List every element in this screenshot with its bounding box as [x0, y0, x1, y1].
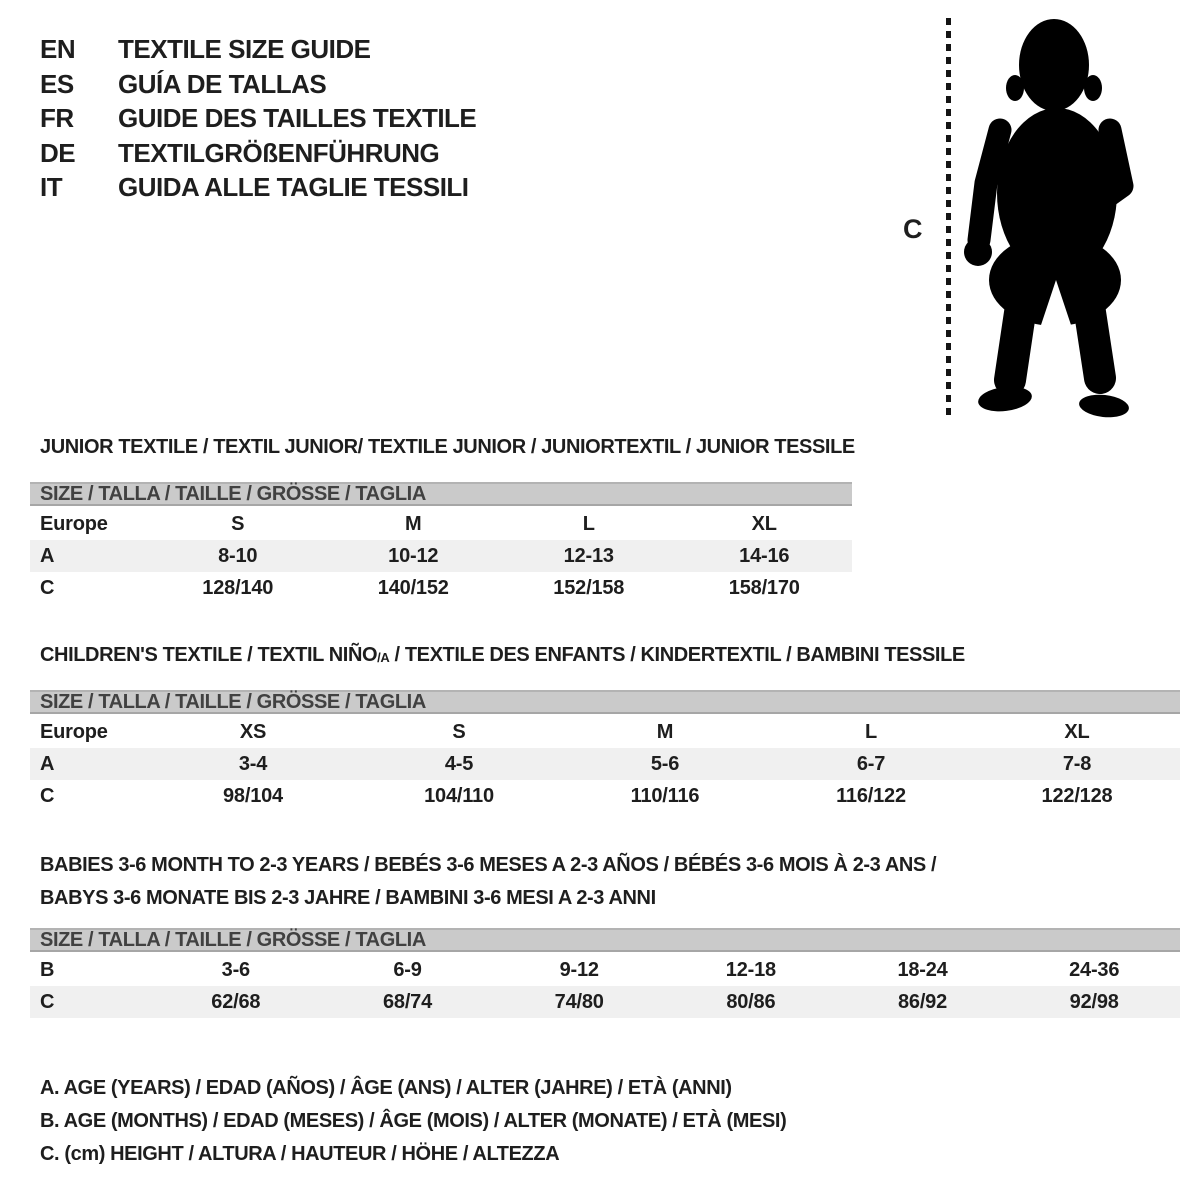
babies-size-table: SIZE / TALLA / TAILLE / GRÖSSE / TAGLIA …: [30, 928, 1180, 1018]
table-cell: 140/152: [377, 576, 449, 599]
lang-label: GUIDA ALLE TAGLIE TESSILI: [118, 172, 469, 202]
row-label: C: [40, 990, 55, 1013]
height-dashed-line: [946, 18, 951, 418]
table-cell: 158/170: [728, 576, 800, 599]
babies-title-line1: BABIES 3-6 MONTH TO 2-3 YEARS / BEBÉS 3-…: [40, 854, 937, 876]
legend-line-a: A. AGE (YEARS) / EDAD (AÑOS) / ÂGE (ANS)…: [40, 1077, 732, 1099]
table-cell: S: [452, 720, 466, 743]
table-cell: XL: [1064, 720, 1090, 743]
row-label: A: [40, 544, 55, 567]
size-header-bar: SIZE / TALLA / TAILLE / GRÖSSE / TAGLIA: [30, 690, 1180, 714]
junior-size-table: SIZE / TALLA / TAILLE / GRÖSSE / TAGLIA …: [30, 482, 852, 604]
table-cell: M: [405, 512, 422, 535]
table-cell: 5-6: [650, 752, 680, 775]
table-cell: 18-24: [897, 958, 948, 981]
legend-line-b: B. AGE (MONTHS) / EDAD (MESES) / ÂGE (MO…: [40, 1110, 787, 1132]
row-label: C: [40, 784, 55, 807]
table-cell: 12-18: [725, 958, 776, 981]
size-header-label: SIZE / TALLA / TAILLE / GRÖSSE / TAGLIA: [40, 482, 426, 505]
lang-label: TEXTILE SIZE GUIDE: [118, 34, 371, 64]
table-cell: 7-8: [1062, 752, 1092, 775]
table-cell: 92/98: [1069, 990, 1119, 1013]
table-row-europe: Europe S M L XL: [30, 508, 852, 540]
babies-title-line2: BABYS 3-6 MONATE BIS 2-3 JAHRE / BAMBINI…: [40, 887, 656, 909]
table-cell: 98/104: [223, 784, 283, 807]
lang-row-es: ES GUÍA DE TALLAS: [40, 67, 476, 102]
table-cell: 68/74: [382, 990, 433, 1013]
table-cell: 122/128: [1041, 784, 1113, 807]
table-cell: 4-5: [444, 752, 474, 775]
table-cell: 104/110: [424, 784, 494, 807]
lang-code: DE: [40, 137, 76, 168]
table-cell: 116/122: [836, 784, 906, 807]
size-header-label: SIZE / TALLA / TAILLE / GRÖSSE / TAGLIA: [40, 690, 426, 713]
table-row-months: B 3-6 6-9 9-12 12-18 18-24 24-36: [30, 954, 1180, 986]
lang-code: ES: [40, 68, 74, 99]
table-cell: XL: [751, 512, 777, 535]
table-cell: 10-12: [388, 544, 439, 567]
table-cell: 3-4: [238, 752, 268, 775]
table-cell: 62/68: [211, 990, 261, 1013]
toddler-silhouette-icon: [964, 19, 1134, 418]
row-label: B: [40, 958, 55, 981]
table-cell: 110/116: [630, 784, 700, 807]
junior-rows: Europe S M L XL A 8-10 10-12 12-13 14-16…: [30, 508, 852, 604]
row-label: C: [40, 576, 55, 599]
size-header-bar: SIZE / TALLA / TAILLE / GRÖSSE / TAGLIA: [30, 928, 1180, 952]
lang-label: TEXTILGRÖßENFÜHRUNG: [118, 137, 440, 168]
row-label: Europe: [40, 512, 108, 535]
table-row-height: C 128/140 140/152 152/158 158/170: [30, 572, 852, 604]
lang-row-it: IT GUIDA ALLE TAGLIE TESSILI: [40, 170, 476, 205]
lang-row-fr: FR GUIDE DES TAILLES TEXTILE: [40, 101, 477, 136]
lang-row-de: DE TEXTILGRÖßENFÜHRUNG: [40, 136, 476, 171]
size-header-bar: SIZE / TALLA / TAILLE / GRÖSSE / TAGLIA: [30, 482, 852, 506]
lang-code: FR: [40, 103, 74, 133]
table-cell: 128/140: [202, 576, 274, 599]
row-label: A: [40, 752, 55, 775]
babies-rows: B 3-6 6-9 9-12 12-18 18-24 24-36 C 62/68…: [30, 954, 1180, 1018]
table-cell: 152/158: [553, 576, 625, 599]
lang-code: EN: [40, 34, 76, 64]
children-title-post: / TEXTILE DES ENFANTS / KINDERTEXTIL / B…: [389, 644, 966, 666]
row-label: Europe: [40, 720, 108, 743]
table-cell: L: [864, 720, 878, 743]
height-measure-label: C: [903, 214, 923, 244]
table-cell: 9-12: [559, 958, 599, 981]
lang-label: GUÍA DE TALLAS: [118, 68, 327, 99]
children-rows: Europe XS S M L XL A 3-4 4-5 5-6 6-7 7-8…: [30, 716, 1180, 812]
babies-section-title: BABIES 3-6 MONTH TO 2-3 YEARS / BEBÉS 3-…: [40, 849, 937, 915]
table-cell: 14-16: [739, 544, 790, 567]
language-header: EN TEXTILE SIZE GUIDE ES GUÍA DE TALLAS …: [40, 32, 477, 205]
table-row-height: C 62/68 68/74 74/80 80/86 86/92 92/98: [30, 986, 1180, 1018]
lang-code: IT: [40, 172, 63, 202]
table-cell: 12-13: [563, 544, 614, 567]
table-cell: S: [231, 512, 245, 535]
table-cell: XS: [239, 720, 267, 743]
lang-row-en: EN TEXTILE SIZE GUIDE: [40, 32, 476, 67]
table-cell: 6-9: [393, 958, 422, 981]
table-cell: M: [656, 720, 674, 743]
measurement-legend: A. AGE (YEARS) / EDAD (AÑOS) / ÂGE (ANS)…: [40, 1072, 787, 1171]
table-cell: 86/92: [897, 990, 948, 1013]
table-cell: 6-7: [856, 752, 886, 775]
table-cell: 24-36: [1069, 958, 1120, 981]
table-row-europe: Europe XS S M L XL: [30, 716, 1180, 748]
junior-section-title: JUNIOR TEXTILE / TEXTIL JUNIOR/ TEXTILE …: [40, 436, 855, 458]
children-title-pre: CHILDREN'S TEXTILE / TEXTIL NIÑO: [40, 644, 378, 666]
children-section-title: CHILDREN'S TEXTILE / TEXTIL NIÑO/A / TEX…: [40, 644, 965, 667]
table-row-height: C 98/104 104/110 110/116 116/122 122/128: [30, 780, 1180, 812]
lang-label: GUIDE DES TAILLES TEXTILE: [118, 103, 477, 133]
table-cell: L: [582, 512, 595, 535]
table-cell: 74/80: [554, 990, 604, 1013]
table-cell: 3-6: [221, 958, 251, 981]
legend-line-c: C. (cm) HEIGHT / ALTURA / HAUTEUR / HÖHE…: [40, 1143, 560, 1165]
table-row-age: A 3-4 4-5 5-6 6-7 7-8: [30, 748, 1180, 780]
table-cell: 8-10: [218, 544, 258, 567]
size-header-label: SIZE / TALLA / TAILLE / GRÖSSE / TAGLIA: [40, 928, 426, 951]
table-row-age: A 8-10 10-12 12-13 14-16: [30, 540, 852, 572]
children-title-sub: /A: [377, 650, 390, 665]
children-size-table: SIZE / TALLA / TAILLE / GRÖSSE / TAGLIA …: [30, 690, 1180, 812]
table-cell: 80/86: [726, 990, 776, 1013]
